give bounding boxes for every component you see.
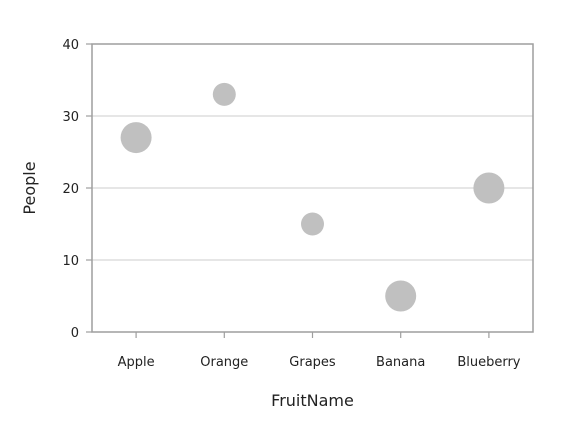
bubble-point-banana[interactable]: [385, 280, 417, 312]
bubble-point-orange[interactable]: [212, 82, 236, 106]
y-tick-label: 20: [62, 182, 79, 197]
y-tick-label: 40: [62, 38, 79, 53]
grid-lines: [92, 115, 533, 261]
bubble-point-blueberry[interactable]: [473, 172, 505, 204]
y-axis-title: People: [20, 161, 39, 214]
y-tick-label: 10: [62, 254, 79, 269]
x-tick-label: Grapes: [289, 355, 336, 370]
x-tick-label: Banana: [376, 355, 425, 370]
bubble-point-grapes[interactable]: [301, 212, 324, 236]
x-tick-label: Apple: [118, 355, 155, 370]
y-tick-label: 0: [71, 326, 79, 341]
x-axis-ticks: Apple Orange Grapes Banana Blueberry: [118, 332, 521, 370]
bubble-point-apple[interactable]: [120, 122, 152, 154]
x-tick-label: Blueberry: [457, 355, 520, 370]
x-axis-title: FruitName: [271, 391, 354, 410]
y-tick-label: 30: [62, 110, 79, 125]
x-tick-label: Orange: [200, 355, 248, 370]
data-points: [120, 82, 505, 312]
y-axis-ticks: 0 10 20 30 40: [62, 38, 92, 341]
